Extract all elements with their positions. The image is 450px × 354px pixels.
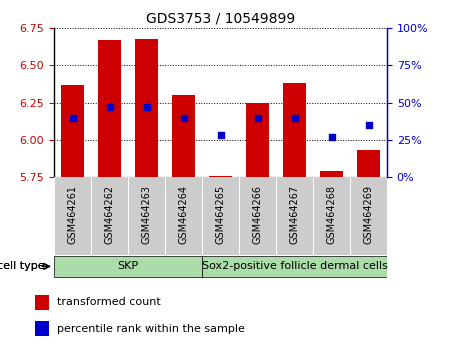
Text: GSM464264: GSM464264 [179,185,189,244]
Bar [247,103,269,177]
Text: GSM464269: GSM464269 [364,185,374,244]
Text: percentile rank within the sample: percentile rank within the sample [57,324,245,334]
Title: GDS3753 / 10549899: GDS3753 / 10549899 [146,12,295,26]
Bar [276,177,313,255]
Text: GSM464265: GSM464265 [216,185,225,244]
Text: GSM464262: GSM464262 [104,185,114,244]
Bar [54,256,202,277]
Point [69,115,76,120]
Bar [35,321,50,336]
Bar [202,177,239,255]
Bar [284,83,306,177]
Point [217,132,224,138]
Bar [357,150,380,177]
Bar [350,177,387,255]
Bar [313,177,350,255]
Point [291,115,298,120]
Bar [135,39,157,177]
Bar [35,295,50,310]
Text: Sox2-positive follicle dermal cells: Sox2-positive follicle dermal cells [202,261,387,272]
Point [328,134,335,140]
Point [143,104,150,110]
Text: transformed count: transformed count [57,297,161,307]
Text: SKP: SKP [117,261,139,272]
Text: GSM464268: GSM464268 [327,185,337,244]
Bar [128,177,165,255]
Text: cell type: cell type [0,261,44,272]
Bar [239,177,276,255]
Text: GSM464266: GSM464266 [252,185,262,244]
Bar [209,176,232,177]
Text: GSM464261: GSM464261 [68,185,77,244]
Point [180,115,187,120]
Bar [202,256,387,277]
Text: GSM464267: GSM464267 [289,185,300,244]
Bar [61,85,84,177]
Bar [172,95,194,177]
Point [365,122,372,128]
Text: cell type: cell type [0,261,45,272]
Text: GSM464263: GSM464263 [141,185,152,244]
Point [254,115,261,120]
Bar [91,177,128,255]
Bar [54,177,91,255]
Point [106,104,113,110]
Bar [165,177,202,255]
Bar [320,171,342,177]
Bar [99,40,121,177]
